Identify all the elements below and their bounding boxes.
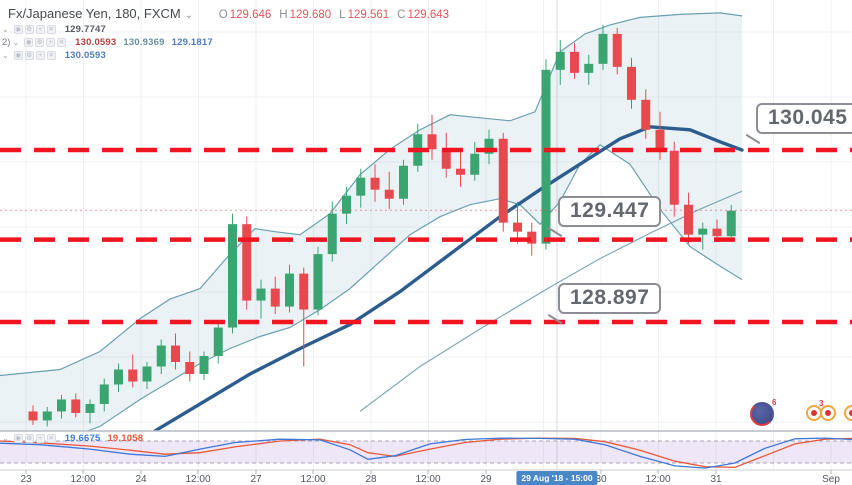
candle: [399, 159, 408, 205]
candle: [270, 276, 280, 315]
candle: [513, 201, 522, 244]
candle: [256, 279, 266, 319]
candle: [42, 406, 52, 427]
stochastic-d-line: [0, 437, 852, 469]
bollinger-fill: [0, 12, 742, 431]
candle: [684, 192, 693, 244]
candle: [555, 39, 565, 85]
candle: [299, 267, 309, 367]
candle: [99, 378, 109, 412]
candles-layer: [28, 24, 736, 427]
candle: [213, 321, 223, 364]
candle: [527, 222, 537, 256]
candle: [641, 89, 651, 139]
candle: [370, 164, 380, 202]
stochastic-band-fill: [0, 441, 852, 463]
stochastic-pane: [0, 437, 852, 469]
candle: [698, 222, 708, 250]
candle: [498, 132, 508, 232]
candle: [484, 129, 494, 165]
candle: [342, 186, 351, 225]
candle: [541, 59, 551, 250]
candle: [185, 351, 195, 382]
candle: [470, 141, 480, 181]
candle: [441, 132, 451, 178]
candle: [85, 399, 95, 424]
candle: [156, 339, 166, 374]
candle: [199, 351, 209, 380]
candle: [669, 141, 679, 217]
candle: [427, 114, 437, 160]
candle: [384, 171, 394, 210]
candle: [313, 246, 323, 316]
candle: [128, 354, 138, 388]
stochastic-k-line: [0, 437, 852, 469]
candle: [598, 24, 608, 70]
candle: [285, 264, 294, 313]
candle: [57, 394, 66, 419]
candle: [242, 216, 252, 310]
candle: [456, 149, 465, 187]
candle: [627, 57, 636, 109]
candle: [142, 362, 152, 389]
candle: [584, 54, 594, 85]
candle: [71, 393, 81, 418]
candle: [356, 168, 366, 208]
bollinger-lower-line: [86, 144, 743, 431]
candle: [228, 213, 237, 334]
candle: [570, 42, 579, 79]
candle: [612, 27, 622, 75]
candle: [712, 219, 722, 241]
candle: [327, 201, 337, 262]
candle: [171, 333, 180, 370]
candle: [114, 363, 123, 392]
main-pane: [0, 12, 852, 431]
candle: [28, 405, 38, 425]
